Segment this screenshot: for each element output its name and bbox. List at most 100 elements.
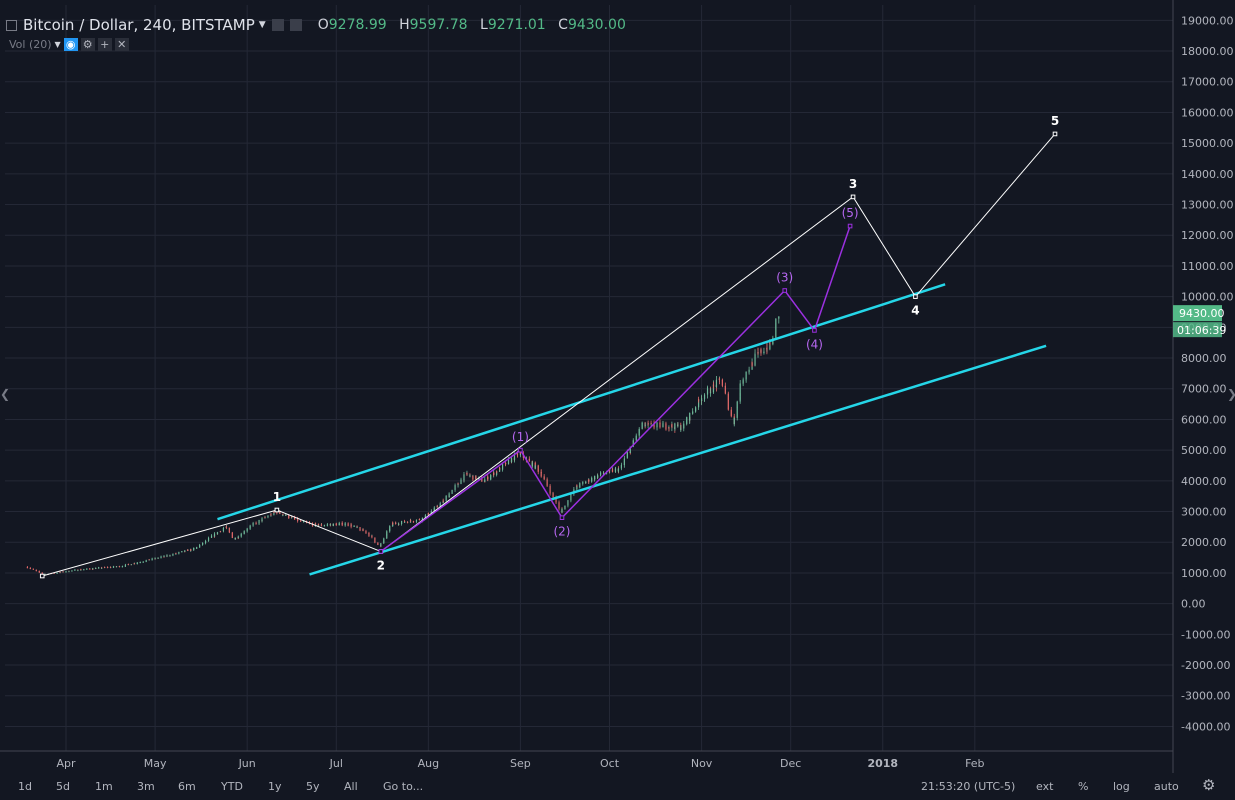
candle-body (240, 534, 242, 536)
timeframe-5y[interactable]: 5y (306, 780, 320, 793)
candle-body (109, 567, 112, 568)
settings-icon[interactable] (289, 19, 302, 31)
candle-body (196, 547, 198, 549)
candle-body (187, 549, 189, 552)
candle-body (436, 506, 438, 508)
x-tick-label: Nov (691, 757, 713, 770)
symbol-title[interactable]: Bitcoin / Dollar, 240, BITSTAMP (23, 16, 255, 34)
ohlc-open-key: O (317, 17, 329, 33)
scroll-left-icon[interactable]: ❮ (0, 387, 11, 401)
candle-body (496, 471, 498, 473)
candle-body (398, 524, 400, 525)
candle-body (546, 479, 548, 482)
timeframe-ytd[interactable]: YTD (221, 780, 243, 793)
candle-body (484, 481, 486, 483)
clock-readout[interactable]: 21:53:20 (UTC-5) (921, 780, 1016, 793)
candle-body (139, 562, 141, 563)
timeframe-3m[interactable]: 3m (137, 780, 155, 793)
candle-body (172, 554, 174, 556)
percent-button[interactable]: % (1078, 780, 1089, 793)
y-tick-label: 12000.00 (1181, 229, 1234, 242)
y-tick-label: 4000.00 (1181, 475, 1227, 488)
candle-body (127, 564, 129, 566)
candle-body (626, 452, 628, 455)
chevron-down-icon[interactable]: ▼ (54, 40, 61, 49)
candle-body (258, 519, 260, 521)
candle-body (579, 483, 581, 487)
settings-icon[interactable]: ⚙ (80, 38, 95, 51)
eye-icon[interactable] (271, 19, 284, 31)
x-tick-label: Dec (780, 757, 801, 770)
candle-body (41, 572, 43, 574)
y-tick-label: 11000.00 (1181, 260, 1234, 273)
sub-wave-point (847, 223, 853, 229)
candle-body (602, 473, 605, 475)
candle-body (386, 534, 388, 539)
candle-body (534, 465, 536, 469)
candle-body (246, 528, 248, 531)
candle-body (207, 537, 210, 539)
collapse-icon[interactable] (6, 19, 17, 31)
candle-body (507, 460, 510, 465)
candle-body (698, 399, 700, 408)
timeframe-1y[interactable]: 1y (268, 780, 282, 793)
candle-body (130, 564, 132, 566)
candle-body (228, 527, 230, 531)
bottom-toolbar: 1d 5d 1m 3m 6m YTD 1y 5y All Go to... 21… (0, 773, 1235, 800)
y-tick-label: 18000.00 (1181, 45, 1234, 58)
candle-body (300, 520, 302, 522)
candle-body (368, 533, 370, 536)
candle-body (513, 454, 516, 460)
x-tick-label: Aug (418, 757, 439, 770)
candle-body (291, 516, 293, 518)
timeframe-5d[interactable]: 5d (56, 780, 70, 793)
candle-body (531, 462, 533, 467)
timeframe-1d[interactable]: 1d (18, 780, 32, 793)
ext-button[interactable]: ext (1036, 780, 1054, 793)
candle-body (564, 505, 566, 507)
candle-body (733, 417, 735, 425)
candle-body (56, 572, 58, 574)
candle-body (225, 526, 227, 528)
candle-body (706, 389, 709, 395)
candle-body (706, 388, 709, 390)
candle-body (623, 461, 625, 466)
log-button[interactable]: log (1113, 780, 1130, 793)
candle-body (285, 514, 287, 516)
candle-body (142, 561, 144, 563)
candle-body (659, 422, 661, 428)
candle-body (124, 564, 126, 567)
chevron-down-icon[interactable]: ▼ (258, 20, 266, 30)
candle-body (374, 540, 376, 543)
chart-header: Bitcoin / Dollar, 240, BITSTAMP ▼ O9278.… (6, 10, 634, 40)
candle-body (347, 523, 349, 525)
candle-body (377, 542, 379, 545)
candle-body (341, 522, 343, 526)
x-tick-label: Oct (600, 757, 620, 770)
candle-body (576, 485, 578, 490)
close-icon[interactable]: ✕ (114, 38, 129, 51)
add-icon[interactable]: + (97, 38, 112, 51)
timeframe-all[interactable]: All (344, 780, 358, 793)
gear-icon[interactable]: ⚙ (1202, 776, 1216, 794)
candle-body (439, 503, 441, 507)
candle-body (243, 531, 245, 535)
candle-body (457, 483, 459, 485)
timeframe-6m[interactable]: 6m (178, 780, 196, 793)
candle-body (656, 422, 658, 425)
candle-body (374, 537, 376, 541)
candle-body (267, 516, 269, 517)
eye-icon[interactable]: ◉ (63, 38, 78, 51)
sub-wave-label: (3) (776, 271, 793, 285)
candle-body (692, 411, 694, 413)
scroll-right-icon[interactable]: ❯ (1227, 387, 1235, 401)
auto-button[interactable]: auto (1154, 780, 1179, 793)
timeframe-1m[interactable]: 1m (95, 780, 113, 793)
goto-button[interactable]: Go to... (383, 780, 424, 793)
ohlc-high-value: 9597.78 (409, 17, 468, 33)
volume-label[interactable]: Vol (20) (9, 38, 52, 51)
candle-body (769, 340, 771, 345)
candle-body (469, 475, 471, 477)
candle-body (74, 569, 76, 571)
